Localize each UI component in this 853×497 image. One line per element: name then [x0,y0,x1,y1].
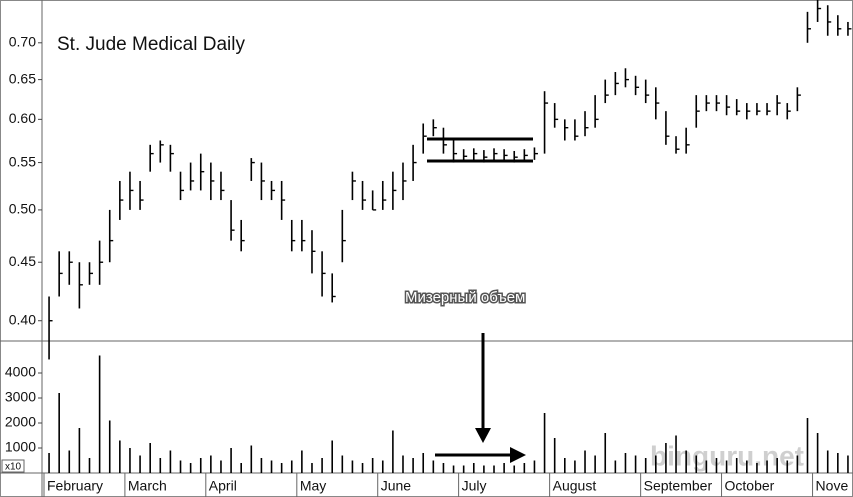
x-tick-label: May [300,478,326,494]
arrow-head [510,447,526,463]
y-tick-label: 0.70 [9,34,36,50]
x-tick-label: Nove [816,478,849,494]
y-tick-label: 0.65 [9,70,36,86]
x-tick-label: August [553,478,597,494]
y-tick-label: 0.50 [9,201,36,217]
x-tick-label: September [644,478,713,494]
y-tick-label: 4000 [5,364,36,380]
annotation: Мизерный объем [405,289,525,306]
x-tick-label: June [381,478,412,494]
volume-unit: x10 [5,462,22,473]
y-tick-label: 0.60 [9,110,36,126]
y-tick-label: 0.40 [9,311,36,327]
chart-title: St. Jude Medical Daily [57,34,245,55]
x-tick-label: July [462,478,487,494]
y-tick-label: 2000 [5,414,36,430]
x-tick-label: March [128,478,167,494]
y-tick-label: 0.55 [9,153,36,169]
x-tick-label: April [209,478,237,494]
y-tick-label: 3000 [5,389,36,405]
y-tick-label: 1000 [5,439,36,455]
x-tick-label: February [47,478,103,494]
x-tick-label: October [725,478,775,494]
unit-box [1,459,25,473]
arrow-head [475,428,491,443]
y-tick-label: 0.45 [9,253,36,269]
